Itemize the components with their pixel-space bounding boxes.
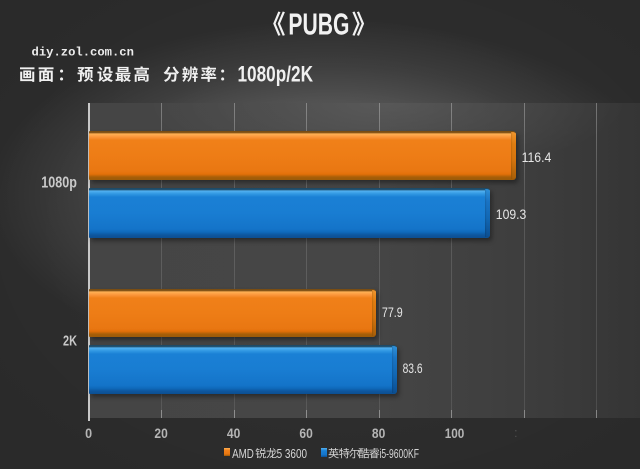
svg-text::: :	[514, 425, 518, 440]
svg-text:40: 40	[227, 426, 241, 441]
svg-text:diy.zol.com.cn: diy.zol.com.cn	[32, 46, 134, 60]
svg-text:60: 60	[299, 426, 313, 441]
svg-text:2K: 2K	[63, 333, 77, 349]
svg-text:i5-9600KF: i5-9600KF	[380, 446, 420, 461]
svg-text:0: 0	[85, 426, 92, 441]
svg-text:PUBG: PUBG	[288, 7, 349, 41]
svg-text:116.4: 116.4	[522, 149, 552, 165]
svg-text:5 3600: 5 3600	[277, 446, 307, 461]
svg-text:77.9: 77.9	[382, 304, 403, 320]
svg-text:20: 20	[154, 426, 168, 441]
svg-text:109.3: 109.3	[496, 206, 527, 222]
svg-text:1080p/2K: 1080p/2K	[238, 62, 314, 87]
svg-text:AMD: AMD	[232, 446, 254, 461]
svg-text:1080p: 1080p	[41, 174, 77, 191]
svg-text:83.6: 83.6	[403, 360, 423, 376]
svg-text:100: 100	[445, 426, 465, 441]
svg-text:80: 80	[372, 426, 386, 441]
